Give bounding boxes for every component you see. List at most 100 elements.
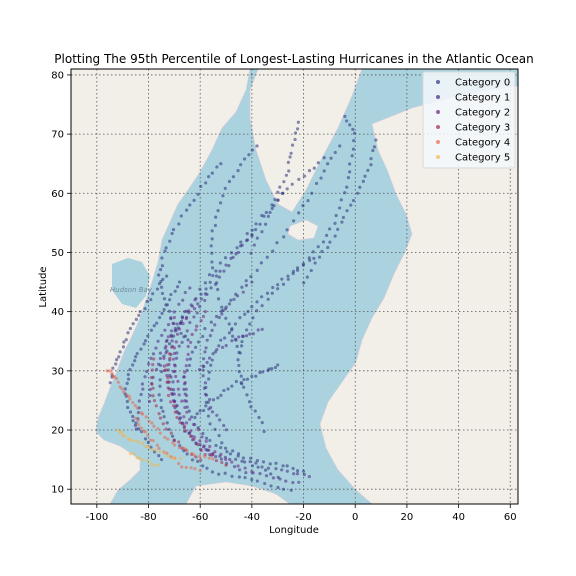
track-point [291,480,295,485]
track-point [220,312,224,316]
x-tick-label: -20 [295,512,311,523]
track-point [169,316,173,320]
track-point [199,292,203,296]
legend-marker [436,140,440,144]
track-point [218,269,222,273]
track-point [185,449,189,453]
track-point [239,240,243,244]
track-point [111,366,115,370]
track-point [240,334,245,338]
track-point [231,255,235,259]
track-point [345,209,349,213]
track-point [150,382,154,386]
track-point [162,354,166,358]
track-point [177,461,181,466]
track-point [214,459,218,463]
track-point [148,438,153,442]
track-point [345,185,349,189]
track-point [154,367,159,372]
track-point [131,414,135,419]
track-point [208,438,212,443]
track-point [234,379,238,384]
track-point [161,422,165,426]
track-point [256,465,260,469]
track-point [295,268,300,272]
track-point [222,388,226,393]
track-point [221,194,225,198]
track-point [211,398,216,402]
track-point [208,397,212,402]
track-point [149,462,153,466]
track-point [280,468,284,472]
track-point [143,437,148,441]
track-point [250,464,255,468]
track-point [296,120,300,124]
track-point [348,162,352,166]
track-point [313,261,317,265]
track-point [152,463,156,468]
track-point [235,246,239,250]
track-point [174,340,178,344]
track-point [171,380,175,384]
track-point [369,157,373,161]
track-point [184,364,188,368]
track-point [229,328,234,332]
track-point [215,413,219,417]
track-point [159,398,163,402]
track-point [135,351,139,356]
track-point [115,428,120,432]
hudson-bay-label: Hudson Bay [110,286,153,294]
track-point [301,263,305,267]
track-point [273,365,278,370]
track-point [366,168,370,172]
track-point [216,287,220,292]
track-point [142,429,146,433]
track-point [316,161,320,165]
track-point [242,157,247,161]
track-point [244,283,249,287]
track-point [128,326,132,331]
track-point [256,328,260,332]
y-tick-label: 40 [51,307,64,318]
track-point [180,340,184,344]
track-point [192,422,196,427]
track-point [180,315,184,319]
track-point [227,179,232,184]
track-point [164,344,168,348]
track-point [171,321,175,325]
track-point [235,344,239,348]
track-point [351,127,355,131]
track-point [197,367,202,372]
track-point [160,333,164,337]
track-point [349,203,353,207]
track-point [269,484,273,488]
track-point [198,305,202,309]
track-point [245,232,249,236]
track-point [152,357,156,361]
x-axis: -100 -80 -60 -40 -20 0 20 40 60 [85,504,517,523]
track-point [201,334,205,339]
track-point [133,359,137,363]
track-point [261,460,266,464]
legend-marker [436,125,440,129]
track-point [124,338,128,342]
track-point [174,356,179,360]
track-point [266,466,270,470]
track-point [210,266,215,270]
track-point [176,387,180,391]
y-tick-label: 30 [51,366,64,377]
track-point [160,311,164,315]
track-point [192,437,196,441]
track-point [186,338,190,342]
track-point [286,277,290,281]
track-point [302,472,307,477]
track-point [151,292,155,296]
track-point [149,297,153,302]
track-point [202,444,206,448]
track-point [123,434,127,438]
track-point [210,358,214,362]
track-point [220,345,225,349]
track-point [218,261,222,265]
track-point [263,468,268,472]
track-point [285,469,289,473]
